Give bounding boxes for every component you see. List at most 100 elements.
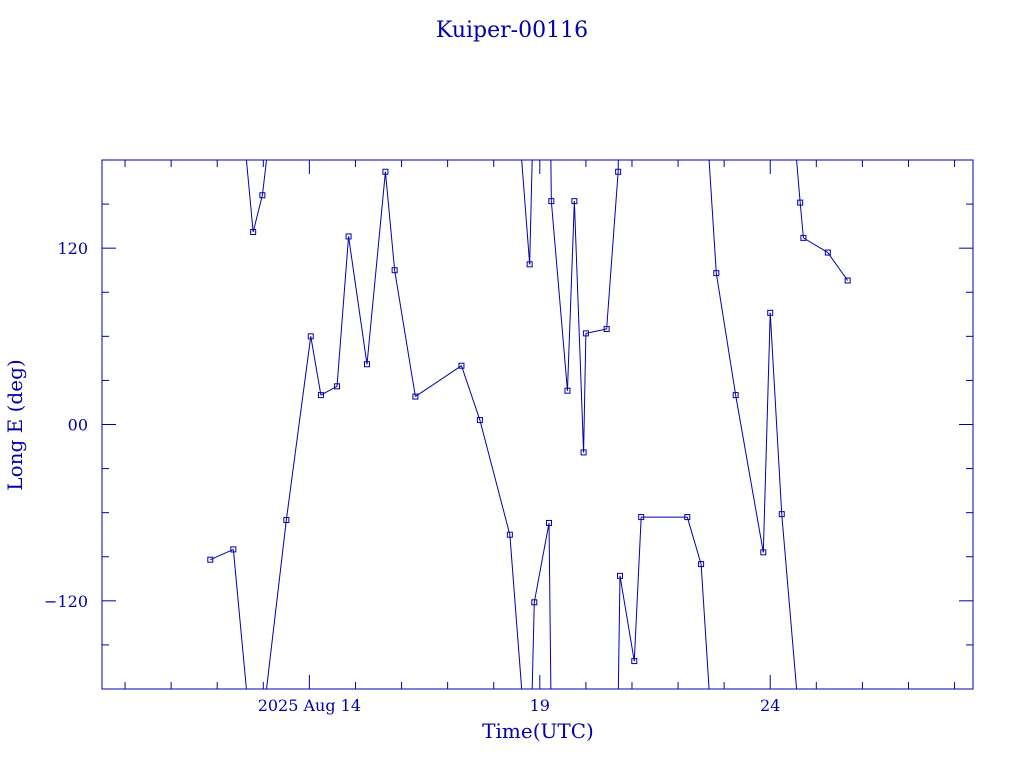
- data-point: [382, 168, 389, 175]
- series-segment: [550, 201, 568, 391]
- data-point: [412, 393, 419, 400]
- y-tick-label: 120: [57, 239, 88, 258]
- series-segment: [686, 516, 702, 565]
- data-point: [638, 514, 645, 521]
- data-point: [615, 168, 622, 175]
- series-segment: [769, 312, 783, 515]
- data-point: [844, 277, 851, 284]
- data-point: [631, 658, 638, 665]
- y-tick-label: 00: [68, 416, 88, 435]
- series-segment: [394, 270, 416, 397]
- series-segment: [548, 522, 552, 689]
- tick-labels-layer: 120 00 −120 2025 Aug 14 19 24: [44, 239, 780, 715]
- data-point: [797, 199, 804, 206]
- data-point: [571, 198, 578, 205]
- x-tick-label: 19: [530, 696, 550, 715]
- data-point: [317, 392, 324, 399]
- series-segment: [803, 237, 829, 254]
- series-segment: [336, 236, 350, 387]
- data-point: [732, 392, 739, 399]
- points-layer: [207, 168, 851, 665]
- data-point: [506, 531, 513, 538]
- series-segment: [573, 201, 585, 453]
- data-point: [250, 229, 257, 236]
- series-segment: [521, 160, 531, 265]
- series-segment: [617, 575, 621, 689]
- data-point: [283, 517, 290, 524]
- series-segment: [827, 252, 849, 281]
- series-segment: [708, 160, 717, 274]
- series-segment: [285, 336, 312, 521]
- series-segment: [210, 548, 234, 561]
- x-tick-label: 2025 Aug 14: [258, 696, 361, 715]
- data-point: [580, 449, 587, 456]
- data-point: [698, 561, 705, 568]
- data-point: [760, 549, 767, 556]
- data-point: [616, 572, 623, 579]
- x-tick-label: 24: [760, 696, 780, 715]
- data-point: [603, 325, 610, 332]
- data-point: [458, 362, 465, 369]
- series-segment: [266, 519, 287, 689]
- data-point: [767, 309, 774, 316]
- series-segment: [252, 195, 263, 233]
- series-segment: [550, 160, 552, 202]
- series-segment: [479, 419, 511, 535]
- series-segment: [509, 534, 523, 689]
- series-segment: [384, 171, 396, 271]
- series-segment: [460, 365, 481, 421]
- data-point: [531, 599, 538, 606]
- series-segment: [700, 564, 710, 689]
- series-segment: [566, 201, 575, 391]
- series-segment: [415, 365, 462, 397]
- y-tick-label: −120: [44, 592, 88, 611]
- chart-title: Kuiper-00116: [436, 18, 588, 43]
- series-segment: [583, 333, 587, 453]
- series-segment: [585, 328, 607, 334]
- series-segment: [366, 171, 386, 365]
- data-point: [582, 330, 589, 337]
- series-segment: [232, 549, 247, 689]
- series-segment: [531, 602, 535, 689]
- data-point: [526, 261, 533, 268]
- data-point: [778, 511, 785, 518]
- series-segment: [617, 160, 619, 172]
- data-point: [713, 270, 720, 277]
- series-layer: [210, 160, 849, 689]
- series-segment: [261, 160, 268, 196]
- data-point: [548, 198, 555, 205]
- series-segment: [310, 336, 322, 396]
- plot-frame: [101, 159, 974, 690]
- series-segment: [762, 312, 771, 553]
- data-point: [684, 514, 691, 521]
- series-segment: [529, 160, 533, 265]
- data-point: [207, 556, 214, 563]
- series-segment: [799, 202, 804, 238]
- series-segment: [633, 517, 642, 662]
- series-segment: [533, 522, 550, 603]
- series-segment: [348, 236, 368, 365]
- data-point: [476, 417, 483, 424]
- series-segment: [245, 160, 254, 233]
- data-point: [564, 387, 571, 394]
- ticks-layer: [102, 160, 973, 689]
- series-segment: [781, 514, 798, 689]
- series-segment: [796, 160, 801, 203]
- data-point: [307, 333, 314, 340]
- data-point: [546, 519, 553, 526]
- data-point: [345, 233, 352, 240]
- data-point: [824, 249, 831, 256]
- x-axis-label: Time(UTC): [482, 719, 594, 743]
- series-segment: [619, 575, 635, 662]
- series-segment: [735, 395, 764, 553]
- data-point: [800, 234, 807, 241]
- data-point: [230, 546, 237, 553]
- data-point: [334, 383, 341, 390]
- data-point: [259, 192, 266, 199]
- series-segment: [715, 273, 737, 396]
- y-axis-label: Long E (deg): [3, 359, 27, 490]
- data-point: [391, 267, 398, 274]
- series-segment: [606, 171, 619, 330]
- data-point: [363, 361, 370, 368]
